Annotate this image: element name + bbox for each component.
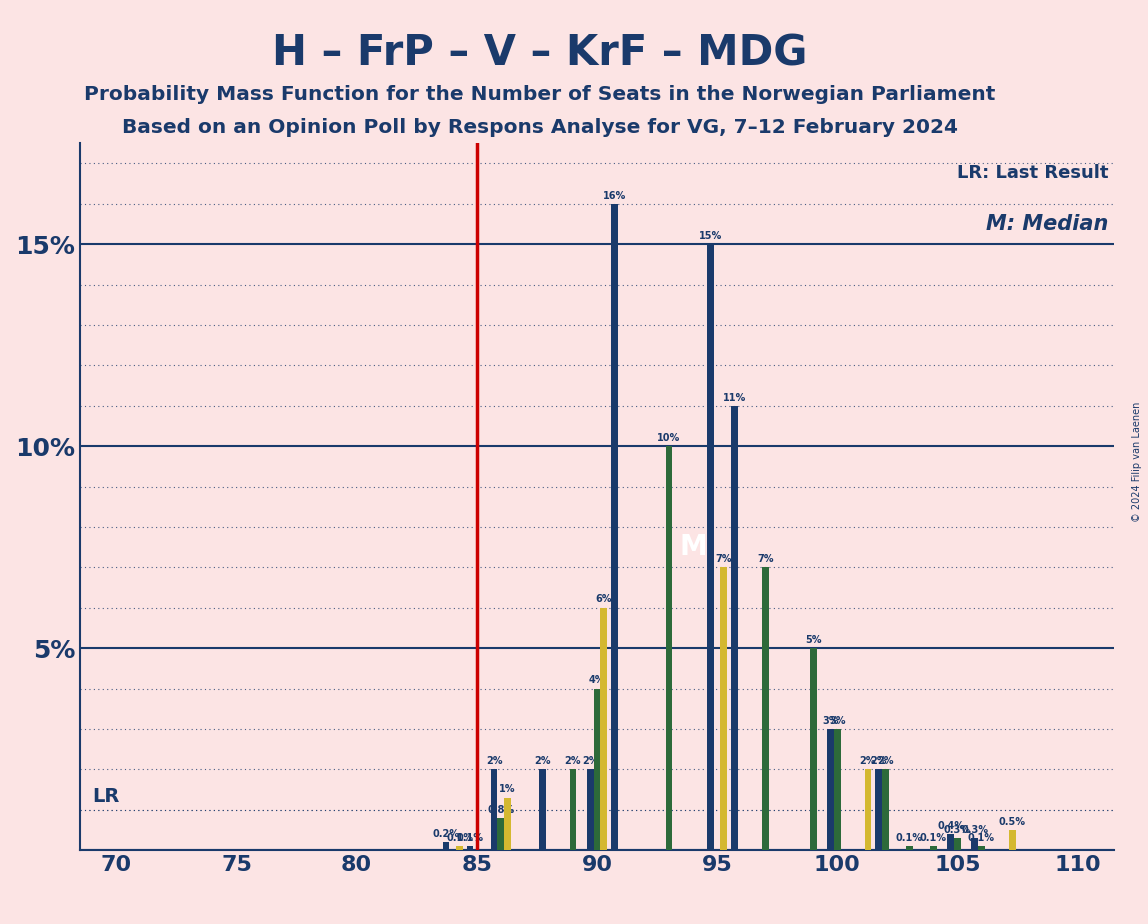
Bar (954, 838, 961, 850)
Text: 2%: 2% (486, 756, 503, 766)
Bar (497, 818, 504, 850)
Text: 3%: 3% (829, 716, 845, 725)
Bar (569, 770, 576, 850)
Bar (666, 446, 673, 850)
Text: © 2024 Filip van Laenen: © 2024 Filip van Laenen (1132, 402, 1142, 522)
Bar (875, 770, 882, 850)
Bar (930, 846, 937, 850)
Text: 11%: 11% (723, 393, 746, 403)
Bar (833, 729, 840, 850)
Text: 0.8%: 0.8% (487, 805, 514, 815)
Text: 0.4%: 0.4% (937, 821, 964, 831)
Text: 10%: 10% (658, 433, 681, 443)
Text: 7%: 7% (715, 554, 732, 565)
Bar (731, 406, 738, 850)
Bar (594, 688, 600, 850)
Bar (828, 729, 833, 850)
Text: 15%: 15% (699, 231, 722, 241)
Text: 0.1%: 0.1% (968, 833, 995, 843)
Text: 2%: 2% (565, 756, 581, 766)
Text: 2%: 2% (582, 756, 598, 766)
Bar (467, 846, 473, 850)
Text: LR: Last Result: LR: Last Result (957, 164, 1108, 182)
Text: 16%: 16% (603, 190, 626, 201)
Bar (947, 834, 954, 850)
Text: Probability Mass Function for the Number of Seats in the Norwegian Parliament: Probability Mass Function for the Number… (84, 85, 995, 104)
Text: 6%: 6% (596, 594, 612, 604)
Bar (762, 567, 768, 850)
Text: 2%: 2% (877, 756, 893, 766)
Bar (978, 846, 985, 850)
Bar (882, 770, 889, 850)
Bar (538, 770, 545, 850)
Text: 2%: 2% (860, 756, 876, 766)
Text: 0.5%: 0.5% (999, 817, 1025, 827)
Bar (587, 770, 594, 850)
Bar (971, 838, 978, 850)
Text: 0.1%: 0.1% (447, 833, 473, 843)
Text: 0.1%: 0.1% (895, 833, 923, 843)
Text: 0.3%: 0.3% (944, 825, 971, 834)
Bar (504, 797, 511, 850)
Text: 2%: 2% (534, 756, 550, 766)
Text: 0.3%: 0.3% (961, 825, 988, 834)
Bar (490, 770, 497, 850)
Text: M: M (680, 533, 707, 561)
Bar (707, 244, 714, 850)
Text: M: Median: M: Median (986, 214, 1108, 234)
Text: Based on an Opinion Poll by Respons Analyse for VG, 7–12 February 2024: Based on an Opinion Poll by Respons Anal… (122, 118, 957, 138)
Bar (611, 204, 618, 850)
Bar (906, 846, 913, 850)
Text: H – FrP – V – KrF – MDG: H – FrP – V – KrF – MDG (272, 32, 807, 74)
Text: 3%: 3% (822, 716, 839, 725)
Text: LR: LR (92, 786, 119, 806)
Text: 0.2%: 0.2% (433, 829, 459, 839)
Bar (1009, 830, 1016, 850)
Bar (456, 846, 463, 850)
Text: 4%: 4% (589, 675, 605, 686)
Bar (809, 648, 816, 850)
Bar (443, 842, 449, 850)
Text: 5%: 5% (805, 635, 822, 645)
Text: 7%: 7% (757, 554, 774, 565)
Text: 2%: 2% (870, 756, 886, 766)
Bar (600, 608, 607, 850)
Bar (721, 567, 727, 850)
Text: 1%: 1% (499, 784, 515, 795)
Text: 0.1%: 0.1% (920, 833, 947, 843)
Bar (864, 770, 871, 850)
Text: 0.1%: 0.1% (457, 833, 483, 843)
